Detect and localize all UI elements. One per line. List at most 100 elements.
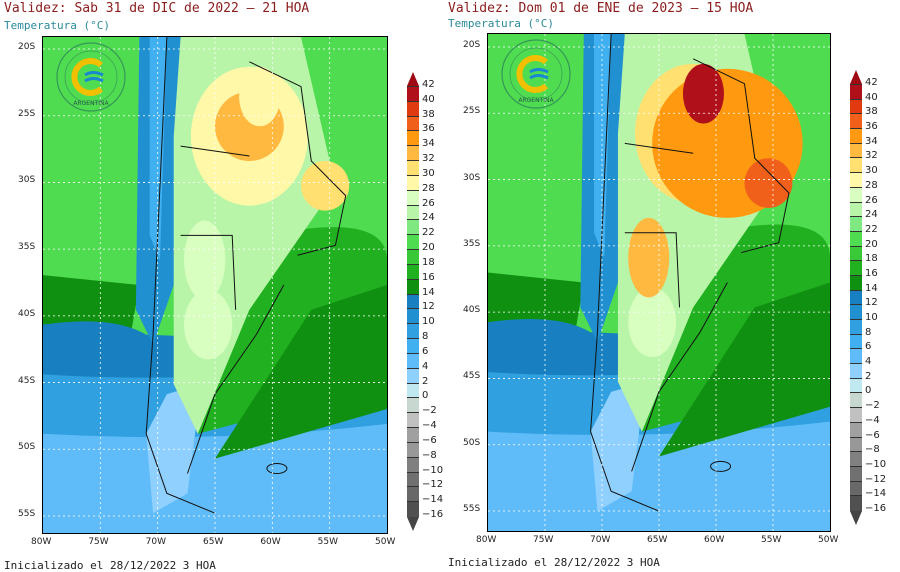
longitude-tick-label: 75W bbox=[533, 535, 554, 545]
colorbar-bin bbox=[850, 216, 862, 232]
colorbar-bin bbox=[407, 115, 419, 132]
temperature-contour-region bbox=[659, 282, 830, 457]
colorbar-bin bbox=[850, 480, 862, 497]
temperature-contour-region bbox=[682, 63, 724, 124]
temperature-contour-region bbox=[488, 421, 830, 531]
coastline-borders bbox=[145, 37, 347, 514]
colorbar-label: −14 bbox=[422, 494, 444, 506]
colorbar-bin bbox=[850, 436, 862, 453]
colorbar-label: −10 bbox=[422, 464, 444, 476]
colorbar-bin bbox=[407, 501, 419, 517]
colorbar-bin bbox=[850, 319, 862, 335]
colorbar-label: −6 bbox=[865, 429, 880, 441]
colorbar-label: 34 bbox=[422, 138, 435, 150]
colorbar-label: −16 bbox=[865, 503, 887, 514]
colorbar-bin bbox=[407, 219, 419, 236]
temperature-contour-region bbox=[590, 381, 646, 512]
malvinas-islands bbox=[710, 460, 732, 472]
colorbar-bin bbox=[850, 245, 862, 262]
colorbar-label: 40 bbox=[865, 91, 878, 103]
colorbar-bin bbox=[407, 86, 419, 102]
colorbar-label: −4 bbox=[422, 420, 437, 432]
colorbar-bin bbox=[850, 230, 862, 247]
colorbar-label: 0 bbox=[865, 385, 872, 397]
colorbar-bin bbox=[850, 392, 862, 409]
colorbar-bin bbox=[407, 382, 419, 399]
colorbar-label: 38 bbox=[865, 106, 878, 118]
colorbar-bin bbox=[850, 201, 862, 218]
colorbar-bin bbox=[850, 186, 862, 203]
colorbar-label: 26 bbox=[422, 197, 435, 209]
latitude-tick-label: 25S bbox=[18, 108, 36, 119]
colorbar-bin bbox=[407, 397, 419, 414]
init-footer: Inicializado el 28/12/2022 3 HOA bbox=[4, 559, 216, 572]
temperature-contour-region bbox=[184, 220, 226, 300]
colorbar-label: 30 bbox=[865, 165, 878, 177]
colorbar-label: 2 bbox=[422, 375, 429, 387]
colorbar-label: 22 bbox=[422, 227, 435, 239]
colorbar-label: 34 bbox=[865, 135, 878, 147]
longitude-tick-label: 80W bbox=[31, 537, 52, 547]
temperature-map-right: ARGENTINA bbox=[487, 33, 831, 532]
colorbar-bin bbox=[850, 407, 862, 423]
colorbar-bin bbox=[850, 113, 862, 130]
smn-logo: ARGENTINA bbox=[56, 42, 126, 112]
colorbar-bin bbox=[407, 293, 419, 310]
colorbar-label: −16 bbox=[422, 509, 444, 520]
colorbar-bin bbox=[407, 189, 419, 206]
colorbar-label: 10 bbox=[865, 312, 878, 324]
colorbar-bin bbox=[407, 427, 419, 443]
colorbar-bin bbox=[407, 145, 419, 162]
colorbar-bin bbox=[850, 84, 862, 100]
colorbar-bin bbox=[407, 204, 419, 221]
colorbar-bin bbox=[850, 274, 862, 291]
latitude-tick-label: 20S bbox=[18, 42, 36, 52]
colorbar-bin bbox=[407, 338, 419, 354]
colorbar-bin bbox=[407, 278, 419, 295]
colorbar-label: 8 bbox=[865, 326, 872, 338]
colorbar-bin bbox=[407, 352, 419, 369]
temperature-contour-region bbox=[301, 161, 350, 211]
colorbar-bin bbox=[407, 471, 419, 488]
latitude-tick-label: 35S bbox=[18, 242, 36, 253]
colorbar-label: 36 bbox=[422, 123, 435, 135]
colorbar-label: 12 bbox=[422, 301, 435, 313]
colorbar-max-arrow bbox=[850, 70, 862, 84]
colorbar-label: 28 bbox=[422, 182, 435, 194]
longitude-tick-label: 50W bbox=[375, 537, 396, 547]
latitude-tick-label: 20S bbox=[463, 40, 481, 50]
colorbar-label: 38 bbox=[422, 108, 435, 120]
temperature-contour-region bbox=[215, 285, 387, 459]
colorbar-label: 20 bbox=[865, 238, 878, 250]
validity-title: Validez: Sab 31 de DIC de 2022 — 21 HOA bbox=[4, 1, 310, 16]
colorbar-bin bbox=[407, 100, 419, 117]
temperature-contour-region bbox=[149, 37, 167, 261]
latitude-tick-label: 55S bbox=[463, 504, 481, 514]
colorbar-label: 2 bbox=[865, 370, 872, 382]
colorbar-label: 28 bbox=[865, 179, 878, 191]
colorbar-label: 6 bbox=[422, 345, 429, 357]
colorbar-label: 26 bbox=[865, 194, 878, 206]
colorbar-label: −2 bbox=[422, 405, 437, 417]
colorbar-bin bbox=[407, 323, 419, 340]
colorbar-label: 22 bbox=[865, 223, 878, 235]
temperature-contour-region bbox=[146, 384, 202, 514]
colorbar-bin bbox=[850, 333, 862, 350]
colorbar-label: −6 bbox=[422, 434, 437, 446]
colorbar-label: 6 bbox=[865, 341, 872, 353]
longitude-tick-label: 70W bbox=[590, 535, 611, 545]
colorbar-label: 36 bbox=[865, 121, 878, 133]
colorbar-label: 20 bbox=[422, 242, 435, 254]
colorbar-label: 18 bbox=[865, 253, 878, 265]
longitude-tick-label: 60W bbox=[704, 535, 725, 545]
colorbar-label: 10 bbox=[422, 316, 435, 328]
temperature-contour-region bbox=[628, 287, 677, 358]
colorbar-bin bbox=[850, 421, 862, 438]
colorbar-label: 16 bbox=[865, 267, 878, 279]
colorbar-bin bbox=[850, 465, 862, 482]
colorbar-bin bbox=[850, 260, 862, 276]
colorbar-label: 8 bbox=[422, 331, 429, 343]
latitude-tick-label: 35S bbox=[463, 238, 481, 249]
colorbar-bin bbox=[407, 412, 419, 429]
latitude-tick-label: 40S bbox=[18, 308, 36, 319]
